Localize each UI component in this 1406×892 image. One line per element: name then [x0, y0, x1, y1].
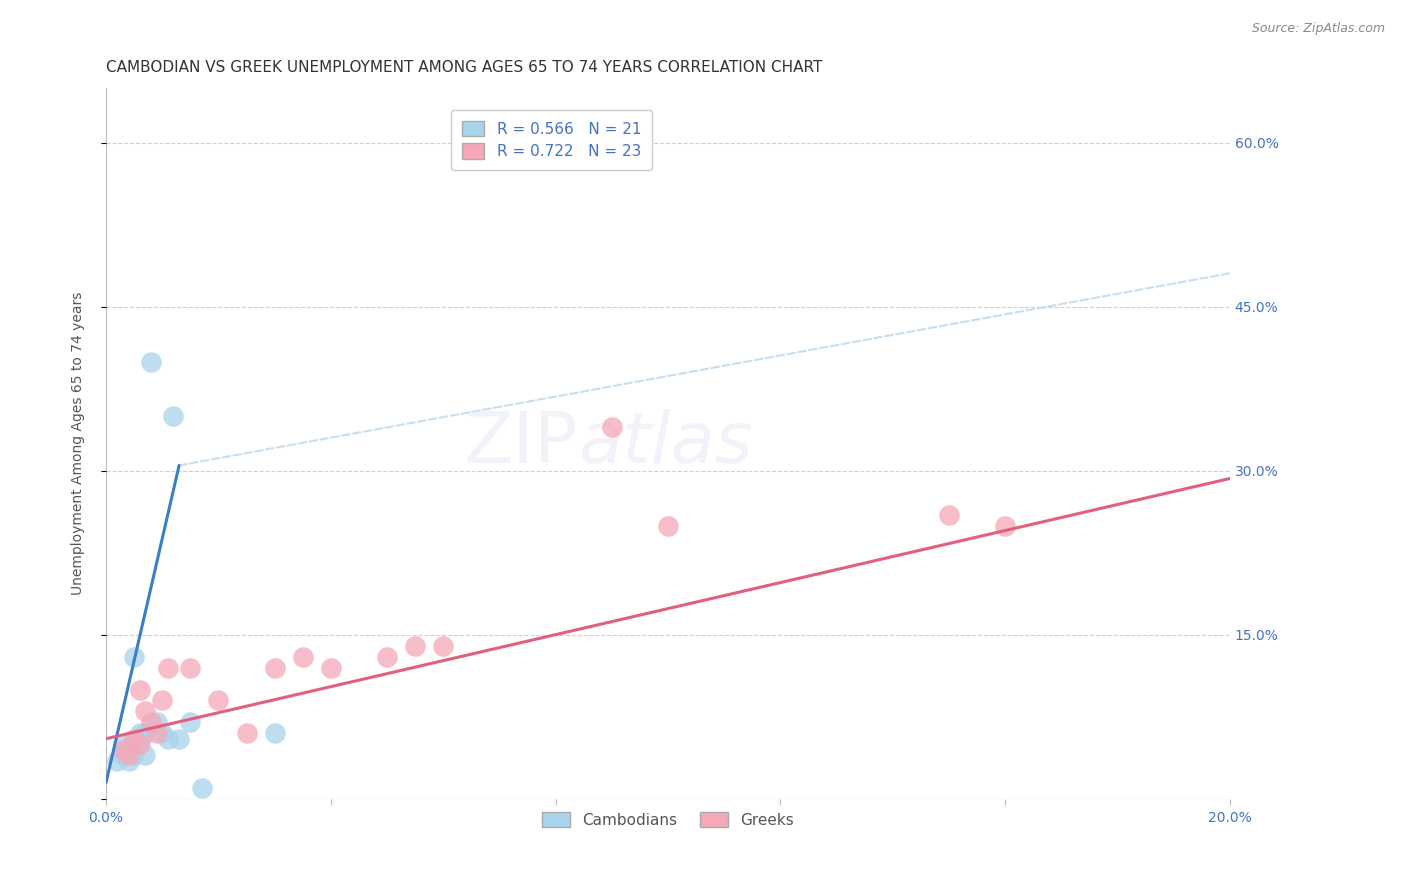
Point — [117, 754, 139, 768]
Point — [134, 705, 156, 719]
Point — [938, 508, 960, 522]
Point — [122, 649, 145, 664]
Point — [167, 731, 190, 746]
Point — [139, 715, 162, 730]
Legend: Cambodians, Greeks: Cambodians, Greeks — [536, 805, 800, 834]
Point — [207, 693, 229, 707]
Point — [122, 731, 145, 746]
Point — [190, 780, 212, 795]
Point — [263, 660, 285, 674]
Point — [156, 660, 179, 674]
Point — [122, 748, 145, 763]
Text: ZIP: ZIP — [464, 409, 578, 478]
Point — [263, 726, 285, 740]
Point — [150, 726, 173, 740]
Point — [179, 715, 201, 730]
Point — [139, 354, 162, 368]
Point — [134, 726, 156, 740]
Point — [319, 660, 342, 674]
Point — [128, 731, 150, 746]
Point — [235, 726, 257, 740]
Point — [432, 639, 454, 653]
Point — [600, 420, 623, 434]
Point — [117, 748, 139, 763]
Point — [404, 639, 426, 653]
Point — [145, 715, 167, 730]
Text: CAMBODIAN VS GREEK UNEMPLOYMENT AMONG AGES 65 TO 74 YEARS CORRELATION CHART: CAMBODIAN VS GREEK UNEMPLOYMENT AMONG AG… — [105, 60, 823, 75]
Point — [657, 518, 679, 533]
Text: Source: ZipAtlas.com: Source: ZipAtlas.com — [1251, 22, 1385, 36]
Point — [128, 737, 150, 751]
Point — [375, 649, 398, 664]
Point — [156, 731, 179, 746]
Y-axis label: Unemployment Among Ages 65 to 74 years: Unemployment Among Ages 65 to 74 years — [72, 292, 86, 595]
Point — [111, 742, 134, 756]
Point — [162, 409, 184, 424]
Text: atlas: atlas — [578, 409, 752, 478]
Point — [105, 754, 128, 768]
Point — [111, 748, 134, 763]
Point — [134, 748, 156, 763]
Point — [150, 693, 173, 707]
Point — [117, 742, 139, 756]
Point — [111, 737, 134, 751]
Point — [179, 660, 201, 674]
Point — [145, 726, 167, 740]
Point — [994, 518, 1017, 533]
Point — [128, 726, 150, 740]
Point — [122, 737, 145, 751]
Point — [128, 682, 150, 697]
Point — [291, 649, 314, 664]
